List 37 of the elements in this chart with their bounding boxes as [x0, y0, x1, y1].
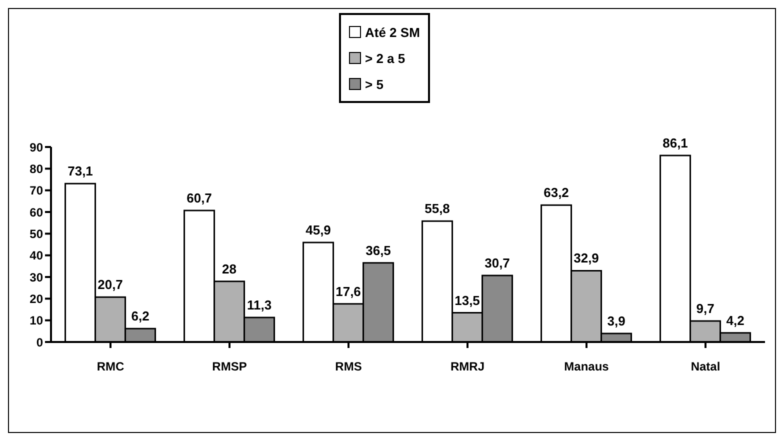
y-tick-label: 20 — [30, 292, 44, 306]
data-label: 30,7 — [484, 255, 510, 270]
x-tick-label: RMRJ — [450, 360, 485, 374]
data-label: 55,8 — [424, 201, 450, 216]
data-label: 9,7 — [696, 300, 714, 316]
y-tick-label: 80 — [30, 162, 44, 176]
data-label: 32,9 — [574, 250, 599, 266]
data-label: 13,5 — [454, 292, 480, 308]
data-label: 28 — [222, 261, 237, 276]
data-label: 86,1 — [662, 135, 688, 150]
x-tick-label: Manaus — [564, 360, 610, 374]
data-label: 3,9 — [607, 314, 626, 329]
data-label: 73,1 — [68, 164, 93, 179]
y-tick-label: 70 — [30, 184, 44, 198]
y-tick-label: 40 — [30, 248, 44, 263]
data-label: 36,5 — [366, 242, 391, 258]
y-tick-label: 90 — [30, 140, 44, 154]
y-tick-label: 50 — [30, 226, 44, 241]
legend-label: > 5 — [364, 76, 384, 94]
legend-label: Até 2 SM — [364, 24, 420, 42]
data-label: 63,2 — [544, 185, 569, 200]
y-tick-label: 60 — [30, 205, 44, 220]
x-tick-label: RMS — [335, 360, 362, 374]
data-label: 11,3 — [246, 298, 272, 313]
x-tick-label: Natal — [690, 360, 720, 374]
data-label: 17,6 — [336, 284, 361, 299]
x-tick-label: RMC — [96, 360, 124, 374]
x-tick-label: RMSP — [212, 360, 247, 374]
y-tick-label: 0 — [36, 335, 44, 350]
y-tick-label: 10 — [30, 314, 44, 328]
data-label: 4,2 — [726, 312, 744, 328]
data-label: 45,9 — [306, 222, 331, 238]
y-tick-label: 30 — [30, 270, 44, 284]
data-label: 20,7 — [98, 277, 123, 292]
data-label: 6,2 — [131, 308, 150, 324]
data-label: 60,7 — [186, 190, 212, 206]
legend-label: > 2 a 5 — [364, 50, 406, 68]
